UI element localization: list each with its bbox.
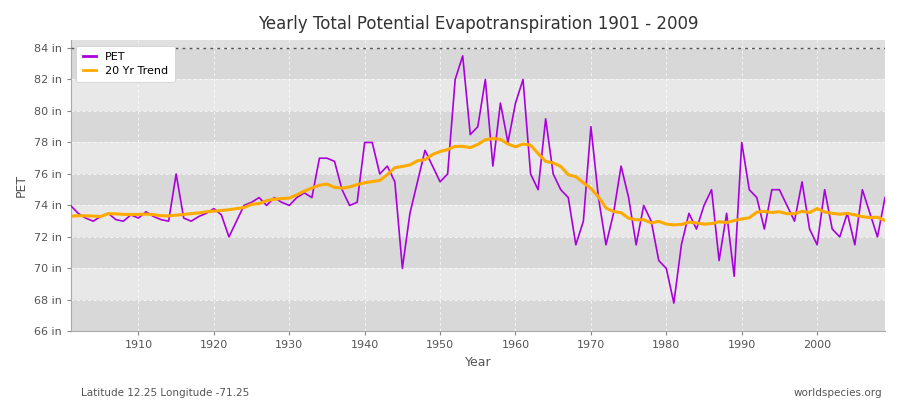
Bar bbox=[70, 80, 885, 111]
Bar bbox=[70, 174, 885, 206]
Text: worldspecies.org: worldspecies.org bbox=[794, 388, 882, 398]
Text: Latitude 12.25 Longitude -71.25: Latitude 12.25 Longitude -71.25 bbox=[81, 388, 249, 398]
Bar bbox=[70, 300, 885, 332]
20 Yr Trend bbox=[488, 136, 499, 141]
Line: PET: PET bbox=[70, 56, 885, 303]
X-axis label: Year: Year bbox=[464, 356, 491, 369]
20 Yr Trend bbox=[292, 192, 302, 197]
20 Yr Trend bbox=[125, 212, 136, 217]
20 Yr Trend bbox=[879, 218, 890, 223]
Y-axis label: PET: PET bbox=[15, 174, 28, 197]
Legend: PET, 20 Yr Trend: PET, 20 Yr Trend bbox=[76, 46, 175, 82]
20 Yr Trend bbox=[337, 186, 347, 190]
PET bbox=[510, 101, 521, 106]
PET bbox=[518, 77, 528, 82]
Bar bbox=[70, 268, 885, 300]
Bar bbox=[70, 111, 885, 142]
PET bbox=[879, 195, 890, 200]
PET bbox=[608, 211, 619, 216]
PET bbox=[65, 203, 76, 208]
PET bbox=[292, 195, 302, 200]
PET bbox=[457, 54, 468, 58]
20 Yr Trend bbox=[518, 142, 528, 146]
Bar bbox=[70, 206, 885, 237]
20 Yr Trend bbox=[669, 222, 680, 227]
20 Yr Trend bbox=[65, 214, 76, 218]
Title: Yearly Total Potential Evapotranspiration 1901 - 2009: Yearly Total Potential Evapotranspiratio… bbox=[257, 15, 698, 33]
PET bbox=[337, 187, 347, 192]
20 Yr Trend bbox=[608, 209, 619, 214]
Bar bbox=[70, 237, 885, 268]
Bar bbox=[70, 48, 885, 80]
Bar bbox=[70, 142, 885, 174]
20 Yr Trend bbox=[510, 144, 521, 149]
PET bbox=[125, 212, 136, 217]
Line: 20 Yr Trend: 20 Yr Trend bbox=[70, 138, 885, 225]
PET bbox=[669, 301, 680, 306]
